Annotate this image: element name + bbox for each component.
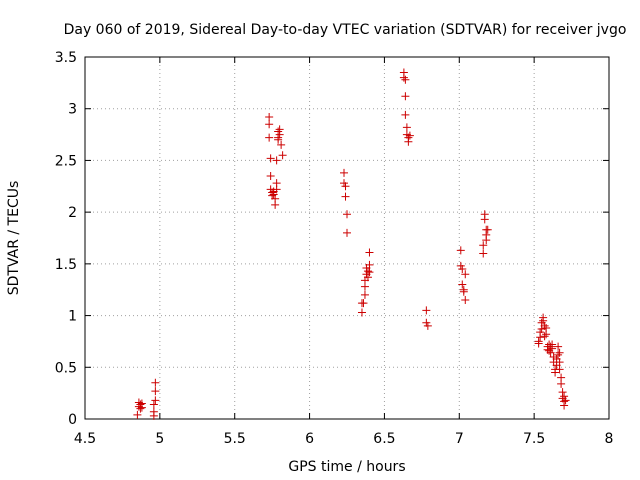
- data-point: [401, 92, 410, 101]
- data-point: [363, 267, 372, 276]
- data-point: [456, 246, 465, 255]
- data-point: [272, 179, 281, 188]
- data-point: [399, 73, 408, 82]
- data-point: [555, 348, 564, 357]
- data-point: [277, 140, 286, 149]
- data-point: [554, 342, 563, 351]
- data-point: [272, 156, 281, 165]
- data-point: [151, 378, 160, 387]
- data-point: [479, 249, 488, 258]
- data-point: [459, 287, 468, 296]
- x-tick-label: 5.5: [224, 431, 246, 447]
- data-point: [269, 190, 278, 199]
- data-point: [265, 133, 274, 142]
- data-point: [483, 225, 492, 234]
- y-tick-label: 2.5: [55, 153, 77, 169]
- data-point: [365, 268, 374, 277]
- data-point: [265, 120, 274, 129]
- y-tick-label: 0.5: [55, 360, 77, 376]
- data-point: [479, 241, 488, 250]
- x-tick-label: 6.5: [373, 431, 395, 447]
- x-tick-label: 6: [305, 431, 314, 447]
- data-point: [540, 332, 549, 341]
- data-point: [360, 290, 369, 299]
- data-point: [149, 407, 158, 416]
- data-point: [534, 339, 543, 348]
- x-tick-label: 7: [455, 431, 464, 447]
- chart-title: Day 060 of 2019, Sidereal Day-to-day VTE…: [64, 22, 627, 38]
- data-point: [149, 400, 158, 409]
- axis-ticks: [84, 56, 610, 420]
- data-point: [265, 112, 274, 121]
- x-tick-label: 7.5: [523, 431, 545, 447]
- data-point: [340, 168, 349, 177]
- data-point: [137, 399, 146, 408]
- data-point: [401, 110, 410, 119]
- data-point: [357, 308, 366, 317]
- x-tick-label: 8: [605, 431, 614, 447]
- data-point: [402, 123, 411, 132]
- data-point: [365, 260, 374, 269]
- data-point: [266, 171, 275, 180]
- data-point: [482, 236, 491, 245]
- plot-area-frame: [84, 56, 610, 420]
- data-point: [480, 215, 489, 224]
- y-tick-label: 3: [68, 102, 77, 118]
- data-point: [151, 387, 160, 396]
- data-point: [422, 306, 431, 315]
- y-tick-label: 0: [68, 412, 77, 428]
- data-point: [461, 296, 470, 305]
- y-tick-label: 1.5: [55, 257, 77, 273]
- data-point: [343, 228, 351, 237]
- y-tick-label: 1: [68, 309, 77, 325]
- x-tick-label: 5: [155, 431, 164, 447]
- data-point: [365, 248, 374, 257]
- data-point: [551, 368, 560, 377]
- data-point: [274, 135, 283, 144]
- data-point: [554, 350, 563, 359]
- data-point: [557, 379, 566, 388]
- data-point: [341, 192, 350, 201]
- x-axis-label: GPS time / hours: [288, 459, 405, 475]
- data-point: [343, 210, 351, 219]
- data-point: [542, 323, 551, 332]
- data-series-sdtvar: [133, 68, 570, 420]
- data-point: [461, 270, 470, 279]
- data-point: [278, 151, 287, 160]
- x-tick-label: 4.5: [74, 431, 96, 447]
- data-point: [404, 137, 413, 146]
- data-point: [540, 321, 549, 330]
- data-point: [555, 358, 564, 367]
- data-point: [275, 125, 284, 134]
- data-point: [405, 131, 414, 140]
- data-point: [560, 392, 569, 401]
- y-axis-tick-labels: 0 0.5 1 1.5 2 2.5 3 3.5: [55, 50, 77, 428]
- data-point: [539, 316, 548, 325]
- data-point: [560, 401, 569, 410]
- data-point: [151, 396, 160, 405]
- data-point: [359, 299, 368, 308]
- data-point: [561, 396, 570, 405]
- data-point: [341, 182, 350, 191]
- data-point: [266, 154, 275, 163]
- y-tick-label: 3.5: [55, 50, 77, 66]
- data-point: [546, 342, 555, 351]
- data-point: [458, 265, 467, 274]
- data-point: [548, 340, 557, 349]
- data-point: [458, 280, 467, 289]
- data-point: [555, 365, 564, 374]
- y-axis-label: SDTVAR / TECUs: [6, 181, 22, 296]
- data-point: [271, 200, 280, 209]
- data-point: [423, 321, 432, 330]
- data-point: [401, 75, 410, 84]
- data-point: [133, 410, 142, 419]
- grid-lines: [85, 57, 609, 419]
- y-tick-label: 2: [68, 205, 77, 221]
- x-axis-tick-labels: 4.5 5 5.5 6 6.5 7 7.5 8: [74, 431, 614, 447]
